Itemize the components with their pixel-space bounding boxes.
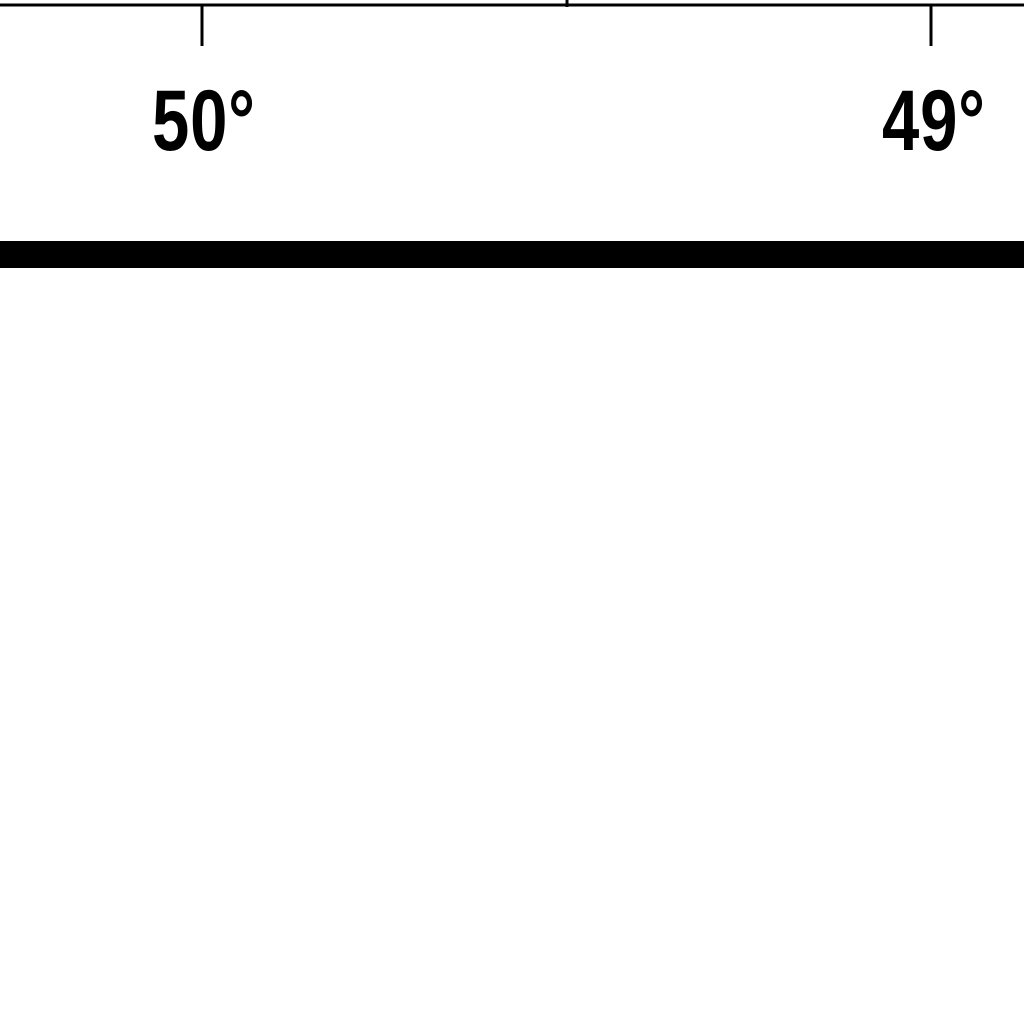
map-body [0,268,1024,1024]
longitude-label-50: 50° [152,73,256,169]
outer-frame-line [0,241,1024,268]
longitude-label-49: 49° [882,73,986,169]
